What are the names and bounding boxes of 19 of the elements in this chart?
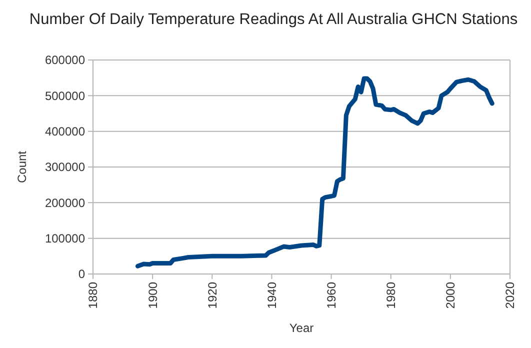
x-tick-label: 1900 (146, 282, 160, 309)
y-axis-title: Count (15, 150, 29, 184)
line-series (135, 76, 494, 268)
y-tick-label: 500000 (44, 88, 86, 103)
y-tick-label: 200000 (44, 196, 86, 210)
y-tick-label: 600000 (44, 53, 86, 68)
y-tick-label: 300000 (44, 160, 86, 174)
y-tick-label: 0 (78, 267, 86, 282)
chart-title: Number Of Daily Temperature Readings At All Australia GHCN Stations (29, 11, 518, 28)
x-tick-label: 1980 (384, 282, 398, 309)
x-tick-label: 2000 (444, 282, 458, 309)
x-tick-label: 1940 (264, 282, 279, 309)
x-axis-title: Year (289, 321, 314, 335)
y-tick-label: 100000 (44, 232, 86, 246)
x-tick-label: 1960 (324, 282, 338, 309)
x-tick-label: 1880 (86, 282, 100, 309)
x-tick-label: 2020 (503, 282, 518, 309)
y-tick-label: 400000 (44, 124, 86, 139)
x-tick-label: 1920 (205, 282, 220, 309)
